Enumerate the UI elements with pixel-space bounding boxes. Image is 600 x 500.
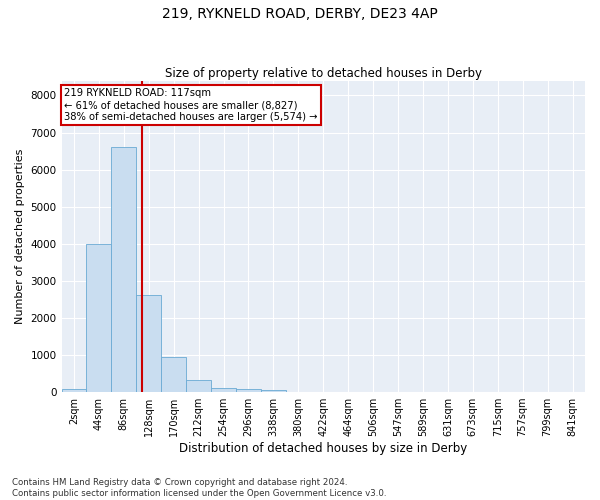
- Bar: [186, 380, 211, 392]
- Text: 219, RYKNELD ROAD, DERBY, DE23 4AP: 219, RYKNELD ROAD, DERBY, DE23 4AP: [162, 8, 438, 22]
- Bar: [86, 244, 112, 392]
- Title: Size of property relative to detached houses in Derby: Size of property relative to detached ho…: [165, 66, 482, 80]
- Bar: [211, 388, 236, 392]
- Bar: [136, 295, 161, 392]
- Bar: [112, 146, 136, 392]
- Text: 219 RYKNELD ROAD: 117sqm
← 61% of detached houses are smaller (8,827)
38% of sem: 219 RYKNELD ROAD: 117sqm ← 61% of detach…: [64, 88, 317, 122]
- Text: Contains HM Land Registry data © Crown copyright and database right 2024.
Contai: Contains HM Land Registry data © Crown c…: [12, 478, 386, 498]
- Bar: [236, 390, 261, 392]
- Bar: [261, 390, 286, 392]
- X-axis label: Distribution of detached houses by size in Derby: Distribution of detached houses by size …: [179, 442, 467, 455]
- Y-axis label: Number of detached properties: Number of detached properties: [15, 148, 25, 324]
- Bar: [62, 390, 86, 392]
- Bar: [161, 357, 186, 392]
